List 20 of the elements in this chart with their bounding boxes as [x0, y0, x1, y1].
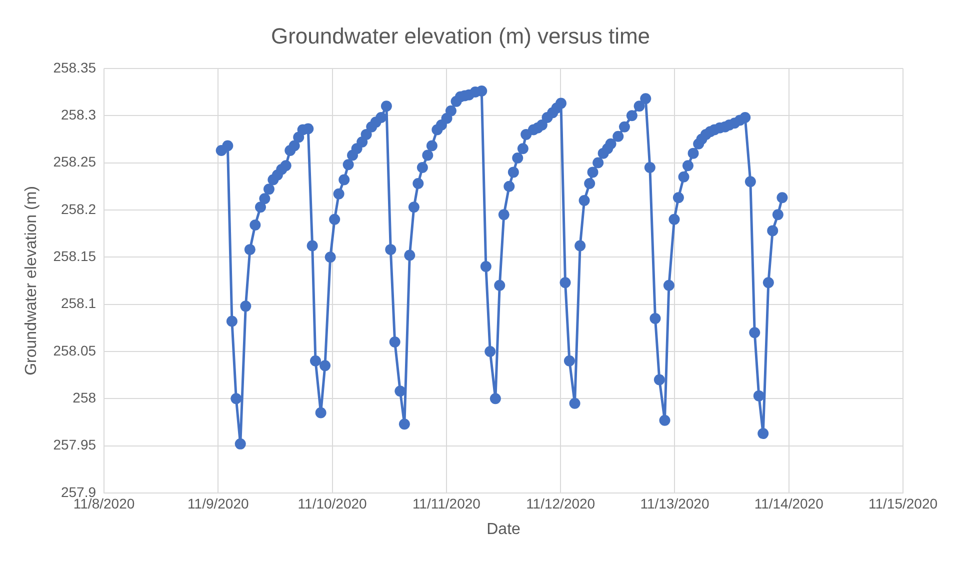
y-tick-label: 258.35 — [53, 59, 96, 76]
x-tick-label: 11/9/2020 — [188, 495, 249, 512]
x-tick-label: 11/14/2020 — [754, 495, 824, 512]
y-tick-label: 258.25 — [53, 154, 96, 170]
x-tick-label: 11/11/2020 — [412, 495, 481, 512]
y-tick-label: 257.95 — [53, 436, 96, 453]
x-tick-label: 11/15/2020 — [868, 495, 938, 512]
y-tick-label: 258.3 — [60, 106, 96, 122]
y-tick-label: 258.1 — [60, 295, 96, 312]
y-tick-label: 257.9 — [60, 484, 96, 500]
x-tick-label: 11/13/2020 — [640, 495, 710, 512]
chart-title: Groundwater elevation (m) versus time — [270, 23, 650, 48]
x-axis-title: Date — [486, 520, 521, 538]
y-tick-label: 258 — [72, 390, 96, 406]
y-tick-label: 258.2 — [60, 200, 96, 217]
y-axis-title: Groundwater elevation (m) — [23, 186, 40, 376]
x-tick-label: 11/10/2020 — [298, 495, 368, 512]
y-tick-label: 258.15 — [53, 248, 96, 264]
x-tick-label: 11/12/2020 — [526, 495, 596, 512]
y-tick-label: 258.05 — [53, 342, 96, 358]
